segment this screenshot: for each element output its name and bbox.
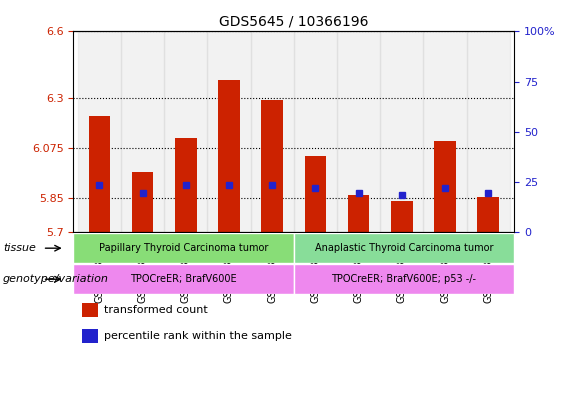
Bar (175, 138, 197, 232)
Bar (121, 31, 164, 232)
Bar (73, 233, 294, 263)
Bar (82, 303, 98, 317)
Bar (305, 156, 326, 232)
Text: TPOCreER; BrafV600E; p53 -/-: TPOCreER; BrafV600E; p53 -/- (332, 274, 476, 284)
Bar (294, 31, 337, 232)
Bar (82, 329, 98, 343)
Bar (380, 31, 423, 232)
Bar (337, 31, 380, 232)
Bar (477, 197, 499, 232)
Bar (294, 233, 514, 263)
Bar (73, 264, 294, 294)
Bar (78, 31, 121, 232)
Text: tissue: tissue (3, 243, 36, 253)
Text: percentile rank within the sample: percentile rank within the sample (105, 331, 292, 341)
Text: transformed count: transformed count (105, 305, 208, 315)
Bar (467, 31, 510, 232)
Bar (262, 101, 283, 232)
Bar (294, 264, 514, 294)
Bar (207, 31, 251, 232)
Bar (348, 195, 370, 232)
Bar (89, 116, 110, 232)
Bar (434, 141, 456, 232)
Bar (251, 31, 294, 232)
Bar (391, 201, 412, 232)
Text: Papillary Thyroid Carcinoma tumor: Papillary Thyroid Carcinoma tumor (99, 243, 268, 253)
Bar (423, 31, 467, 232)
Title: GDS5645 / 10366196: GDS5645 / 10366196 (219, 15, 368, 29)
Text: TPOCreER; BrafV600E: TPOCreER; BrafV600E (131, 274, 237, 284)
Text: genotype/variation: genotype/variation (3, 274, 108, 284)
Bar (132, 172, 153, 232)
Text: Anaplastic Thyroid Carcinoma tumor: Anaplastic Thyroid Carcinoma tumor (315, 243, 493, 253)
Bar (164, 31, 207, 232)
Bar (218, 81, 240, 232)
